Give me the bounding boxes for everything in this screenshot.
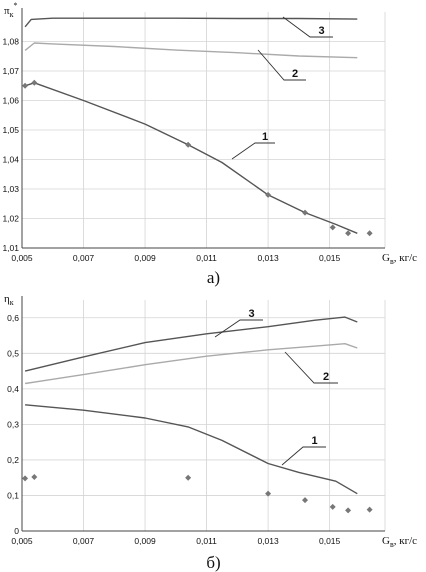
data-point-marker — [22, 475, 29, 482]
data-point-marker — [329, 224, 336, 231]
curve-label-2: 2 — [292, 68, 298, 80]
series-line-2 — [24, 42, 358, 59]
data-point-marker — [329, 503, 336, 510]
y-tick-label: 1,05 — [2, 125, 19, 135]
data-point-marker — [302, 209, 309, 216]
data-point-marker — [345, 230, 352, 237]
data-point-marker — [302, 497, 309, 504]
y-tick-label: 0,3 — [7, 419, 19, 429]
x-tick-label: 0,013 — [257, 536, 279, 546]
x-axis-label: Gв, кг/с — [382, 535, 417, 549]
data-point-marker — [185, 141, 192, 148]
curve-leader-2 — [284, 351, 338, 384]
curve-leader-1 — [281, 446, 326, 466]
curve-label-3: 3 — [318, 25, 324, 37]
y-tick-label: 0,4 — [7, 384, 19, 394]
chart-caption: б) — [206, 553, 220, 572]
x-tick-label: 0,005 — [11, 536, 33, 546]
series-line-1 — [25, 404, 358, 495]
x-tick-label: 0,009 — [134, 536, 156, 546]
data-point-marker — [265, 490, 272, 497]
x-tick-label: 0,007 — [73, 253, 95, 263]
data-point-marker — [265, 191, 272, 198]
curve-leader-3 — [282, 16, 333, 38]
curve-label-2: 2 — [323, 371, 329, 383]
y-tick-label: 1,02 — [2, 214, 19, 224]
x-tick-label: 0,013 — [257, 253, 279, 263]
curve-leader-2 — [257, 49, 306, 81]
y-tick-label: 1,06 — [2, 96, 19, 106]
y-tick-label: 0,6 — [7, 313, 19, 323]
data-point-marker — [31, 79, 38, 86]
curve-leader-3 — [214, 319, 263, 338]
y-axis-label: ηк — [4, 293, 14, 307]
efficiency-chart: 0,005 0,007 0,009 0,011 0,013 0,015 0 0,1 0,2 0,3… — [4, 293, 417, 572]
curve-label-3: 3 — [248, 308, 254, 320]
x-tick-label: 0,015 — [319, 536, 341, 546]
y-tick-label: 1,01 — [2, 243, 19, 253]
y-tick-label: 0,5 — [7, 348, 19, 358]
y-tick-label: 1,08 — [2, 37, 19, 47]
x-axis-label: Gв, кг/с — [382, 252, 417, 266]
series-line-3 — [24, 316, 358, 372]
x-tick-label: 0,011 — [196, 253, 217, 263]
curve-label-1: 1 — [311, 435, 317, 447]
chart-caption: а) — [207, 268, 220, 287]
y-tick-label: 1,03 — [2, 184, 19, 194]
data-point-marker — [22, 82, 29, 89]
y-tick-label: 0 — [14, 526, 19, 536]
x-tick-label: 0,015 — [319, 253, 341, 263]
x-tick-label: 0,011 — [196, 536, 217, 546]
curve-label-1: 1 — [262, 131, 268, 143]
data-point-marker — [345, 507, 352, 514]
data-point-marker — [185, 474, 192, 481]
x-tick-label: 0,009 — [134, 253, 156, 263]
y-axis-label: πк* — [4, 1, 17, 19]
y-tick-label: 0,1 — [7, 490, 19, 500]
series-line-1 — [24, 82, 358, 234]
y-tick-label: 0,2 — [7, 455, 19, 465]
curve-leader-1 — [231, 142, 275, 160]
series-line-2 — [24, 343, 358, 385]
data-point-marker — [366, 230, 373, 237]
data-point-marker — [31, 473, 38, 480]
series-line-3 — [24, 17, 358, 28]
y-tick-label: 1,07 — [2, 66, 19, 76]
x-tick-label: 0,007 — [73, 536, 95, 546]
x-tick-label: 0,005 — [11, 253, 33, 263]
pressure-ratio-chart: 0,005 0,007 0,009 0,011 0,013 0,015 1,01 1,02 1,… — [2, 1, 417, 287]
data-point-marker — [366, 506, 373, 513]
y-tick-label: 1,04 — [2, 155, 19, 165]
